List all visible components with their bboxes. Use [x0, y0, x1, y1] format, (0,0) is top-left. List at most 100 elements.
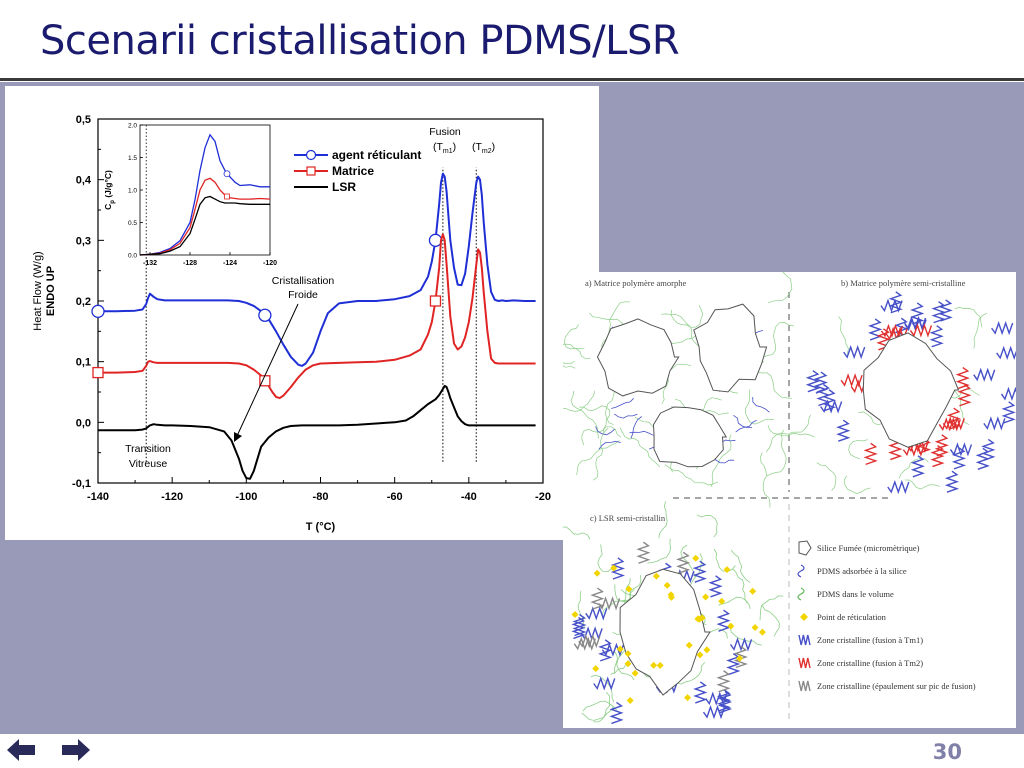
inset-x-tick-label: -132 — [143, 260, 157, 267]
blue-crystal-zone — [1001, 401, 1016, 424]
y-tick-label: 0,3 — [76, 235, 91, 247]
annotation-tm2-sub: m2 — [482, 148, 492, 155]
silica-particle — [652, 406, 728, 468]
volume-chain — [688, 553, 703, 590]
silica-particle-icon — [798, 540, 812, 556]
silica-particle — [596, 318, 680, 397]
blue-crystal-zone — [585, 606, 608, 621]
annotation-fusion: Fusion — [429, 126, 461, 138]
adsorbed-chain — [614, 413, 638, 419]
volume-chain — [729, 626, 763, 646]
volume-chain — [762, 322, 794, 358]
schema-legend-item: Zone cristalline (fusion à Tm1) — [798, 634, 923, 646]
adsorbed-chain — [733, 414, 753, 429]
blue-crystal-zone — [903, 315, 927, 331]
volume-chain — [592, 427, 609, 481]
blue-crystal-zone — [805, 370, 820, 393]
series-line-1 — [98, 233, 536, 400]
reticulation-point — [684, 694, 692, 702]
reticulation-point — [685, 641, 693, 649]
right-arrow-icon — [62, 739, 90, 761]
blue-crystal-zone — [820, 399, 843, 414]
blue-crystal-zone — [717, 690, 733, 714]
y-tick-label: -0,1 — [72, 478, 91, 490]
schema-legend-label: PDMS dans le volume — [817, 589, 894, 599]
blue-crystal-zone — [910, 302, 925, 325]
schema-legend-item: Zone cristalline (épaulement sur pic de … — [798, 680, 976, 692]
inset-y-label-c: C — [103, 204, 113, 210]
series-marker-circle — [258, 308, 272, 322]
inset-x-tick-label: -128 — [183, 260, 197, 267]
red-crystal-zone-icon — [798, 657, 811, 669]
x-tick-label: -80 — [313, 491, 329, 503]
annotation-tm2-open: (T — [472, 141, 482, 153]
blue-crystal-zone — [716, 689, 732, 712]
volume-chain — [745, 389, 774, 425]
annotation-tm1-close: ) — [453, 141, 457, 153]
red-crystal-zone — [942, 416, 965, 431]
inset-x-tick-label: -124 — [223, 260, 237, 267]
volume-chain — [767, 414, 811, 437]
volume-chain — [590, 674, 615, 703]
reticulation-point — [624, 660, 632, 668]
volume-chain — [760, 452, 771, 508]
reticulation-point — [667, 593, 675, 601]
adsorbed-chain — [595, 426, 615, 436]
inset-y-tick-label: 1.5 — [128, 155, 137, 162]
blue-crystal-zone — [572, 613, 587, 637]
adsorbed-chain — [630, 416, 642, 439]
volume-chain — [664, 464, 719, 486]
red-crystal-zone — [880, 323, 904, 339]
annotation-transition: Transition — [125, 443, 171, 455]
volume-chain — [718, 596, 751, 610]
panel-c-drawing — [557, 501, 784, 725]
grey-crystal-zone — [676, 551, 691, 574]
silica-particle — [693, 303, 768, 393]
blue-crystal-zone — [692, 560, 707, 583]
reticulation-point — [652, 572, 660, 580]
volume-chain — [816, 462, 837, 491]
blue-crystal-zone — [880, 298, 903, 313]
grey-crystal-zone — [578, 633, 601, 649]
adsorbed-chain — [629, 430, 654, 436]
reticulation-point — [718, 597, 726, 605]
blue-crystal-zone — [910, 455, 926, 478]
prev-slide-button[interactable] — [5, 737, 37, 763]
volume-chain — [732, 568, 748, 604]
zigzag-shape — [798, 680, 811, 692]
zigzag-shape — [798, 634, 811, 646]
inset-frame — [139, 124, 271, 256]
series-marker-square — [92, 366, 104, 379]
y-axis-label-2: ENDO UP — [45, 266, 57, 316]
panel-a-label: a) Matrice polymère amorphe — [585, 278, 686, 288]
x-tick-label: -140 — [87, 491, 109, 503]
reticulation-point — [727, 622, 735, 630]
adsorbed-pdms-icon — [797, 564, 805, 578]
reticulation-point — [758, 628, 766, 636]
reticulation-point — [571, 611, 579, 619]
inset-series-line-1 — [139, 177, 271, 256]
schema-legend-label: Silice Fumée (micromètrique) — [817, 543, 920, 553]
volume-chain — [848, 439, 868, 460]
volume-chain — [973, 313, 987, 349]
blue-crystal-zone — [996, 345, 1019, 361]
blue-crystal-zone — [702, 705, 726, 720]
blue-crystal-zone — [705, 691, 728, 706]
grey-crystal-zone — [636, 541, 651, 564]
panel-b-drawing — [805, 291, 1024, 495]
next-slide-button[interactable] — [60, 737, 92, 763]
reticulation-point — [702, 593, 710, 601]
volume-chain — [582, 700, 618, 712]
red-crystal-zone — [909, 323, 933, 338]
blue-crystal-zone — [981, 438, 996, 462]
blue-crystal-zone — [836, 419, 851, 442]
grey-crystal-zone-icon — [798, 680, 811, 692]
series-marker-circle — [91, 304, 105, 318]
schema-drawing: a) Matrice polymère amorphe b) Matrice p… — [539, 262, 1024, 725]
volume-chain — [898, 458, 929, 479]
blue-crystal-zone — [813, 371, 829, 394]
legend-label: LSR — [332, 180, 356, 194]
volume-chain — [548, 390, 596, 416]
reticulation-point — [650, 661, 658, 669]
blue-crystal-zone — [593, 676, 616, 691]
